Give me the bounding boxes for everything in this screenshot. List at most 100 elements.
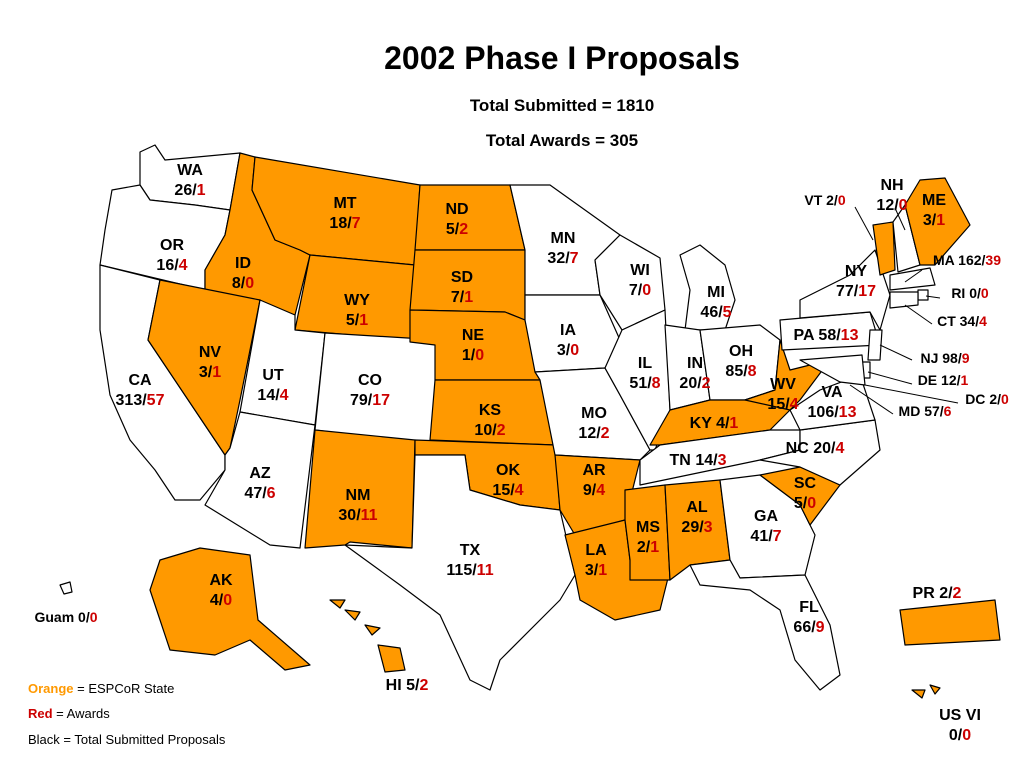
state-name-wv: WV [770,376,796,393]
leader-line-vt [854,206,874,241]
state-name-ut: UT [262,367,284,384]
state-label-mo: MO 12/2 [578,405,609,442]
state-label-id: ID 8/0 [232,255,254,292]
submitted-count-mt: 18/ [329,215,352,232]
state-shape-nj [867,329,883,361]
awards-count-fl: 9 [816,619,825,636]
state-name-sc: SC [794,475,817,492]
awards-count-ca: 57 [147,392,165,409]
awards-count-ma: 39 [985,252,1001,268]
state-label-ny: NY 77/17 [836,263,876,300]
state-label-mi: MI 46/5 [700,284,731,321]
submitted-count-nc: 20/ [813,440,836,457]
submitted-count-vt: 2/ [826,192,838,208]
awards-count-tn: 3 [718,452,727,469]
state-shape-ny [799,249,891,331]
state-label-wv: WV 15/4 [767,376,798,413]
submitted-count-pr: 2/ [939,585,953,602]
submitted-count-hi: 5/ [406,677,420,694]
awards-count-mn: 7 [570,250,579,267]
state-label-pa: PA 58/13 [794,327,859,344]
legend-black: Black = Total Submitted Proposals [28,732,225,747]
state-label-md: MD 57/6 [899,403,952,419]
state-name-ia: IA [560,322,576,339]
state-label-hi: HI 5/2 [386,677,429,694]
awards-count-ms: 1 [650,539,659,556]
state-name-mi: MI [707,284,725,301]
awards-count-or: 4 [179,257,188,274]
submitted-count-nv: 3/ [199,364,213,381]
awards-count-wa: 1 [197,182,206,199]
state-name-tn: TN [670,452,696,469]
state-name-ga: GA [754,508,778,525]
state-label-nm: NM 30/11 [338,487,377,524]
submitted-count-dc: 2/ [989,391,1001,407]
awards-count-il: 8 [652,375,661,392]
state-label-oh: OH 85/8 [725,343,756,380]
state-shapes [59,144,1001,699]
state-label-vt: VT 2/0 [804,192,845,208]
awards-count-wi: 0 [642,282,651,299]
submitted-count-id: 8/ [232,275,246,292]
state-shape-nd [414,184,526,251]
submitted-count-md: 57/ [924,403,944,419]
state-name-nc: NC [786,440,814,457]
state-shape-ak [149,547,311,671]
state-shape-guam [59,581,73,595]
state-label-wa: WA 26/1 [174,162,205,199]
state-name-ct: CT [937,313,960,329]
state-label-az: AZ 47/6 [244,465,275,502]
state-name-la: LA [585,542,607,559]
submitted-count-al: 29/ [681,519,704,536]
state-label-nh: NH 12/0 [876,177,907,214]
state-name-mt: MT [333,195,356,212]
state-label-de: DE 12/1 [918,372,969,388]
submitted-count-mo: 12/ [578,425,601,442]
awards-count-id: 0 [245,275,254,292]
state-label-ne: NE 1/0 [462,327,485,364]
awards-count-nm: 11 [361,507,378,524]
submitted-count-ky: 4/ [716,415,730,432]
state-label-nj: NJ 98/9 [920,350,969,366]
state-shape-co [314,332,441,446]
submitted-count-ny: 77/ [836,283,859,300]
state-name-ny: NY [845,263,868,280]
awards-count-wy: 1 [359,312,368,329]
awards-count-sd: 1 [464,289,473,306]
legend-orange-desc: = ESPCoR State [73,681,175,696]
awards-count-dc: 0 [1001,391,1009,407]
submitted-count-usvi: 0/ [949,727,963,744]
awards-count-va: 13 [839,404,857,421]
awards-count-md: 6 [944,403,952,419]
awards-count-nj: 9 [962,350,970,366]
awards-count-hi: 2 [419,677,428,694]
leader-line-nh [894,207,906,231]
awards-count-ar: 4 [596,482,605,499]
awards-count-de: 1 [961,372,969,388]
awards-count-vt: 0 [838,192,846,208]
state-label-or: OR 16/4 [156,237,187,274]
state-name-ma: MA [933,252,958,268]
state-label-guam: Guam 0/0 [34,609,97,625]
submitted-count-nj: 98/ [942,350,962,366]
legend-orange: Orange = ESPCoR State [28,681,174,696]
submitted-count-or: 16/ [156,257,179,274]
awards-count-oh: 8 [748,363,757,380]
state-shape-hi [329,599,406,673]
submitted-count-va: 106/ [808,404,840,421]
state-label-sc: SC 5/0 [794,475,817,512]
awards-count-tx: 11 [477,562,494,579]
state-label-tn: TN 14/3 [670,452,727,469]
awards-count-pr: 2 [953,585,962,602]
leader-line-de [867,371,913,385]
state-shape-usvi [911,684,941,699]
submitted-count-me: 3/ [923,212,937,229]
state-label-ak: AK 4/0 [209,572,233,609]
state-name-mn: MN [551,230,576,247]
state-label-wi: WI 7/0 [629,262,651,299]
submitted-count-nd: 5/ [446,221,460,238]
state-name-usvi: US VI [939,707,981,724]
leader-line-ma [904,269,923,283]
state-shape-sc [759,466,841,526]
